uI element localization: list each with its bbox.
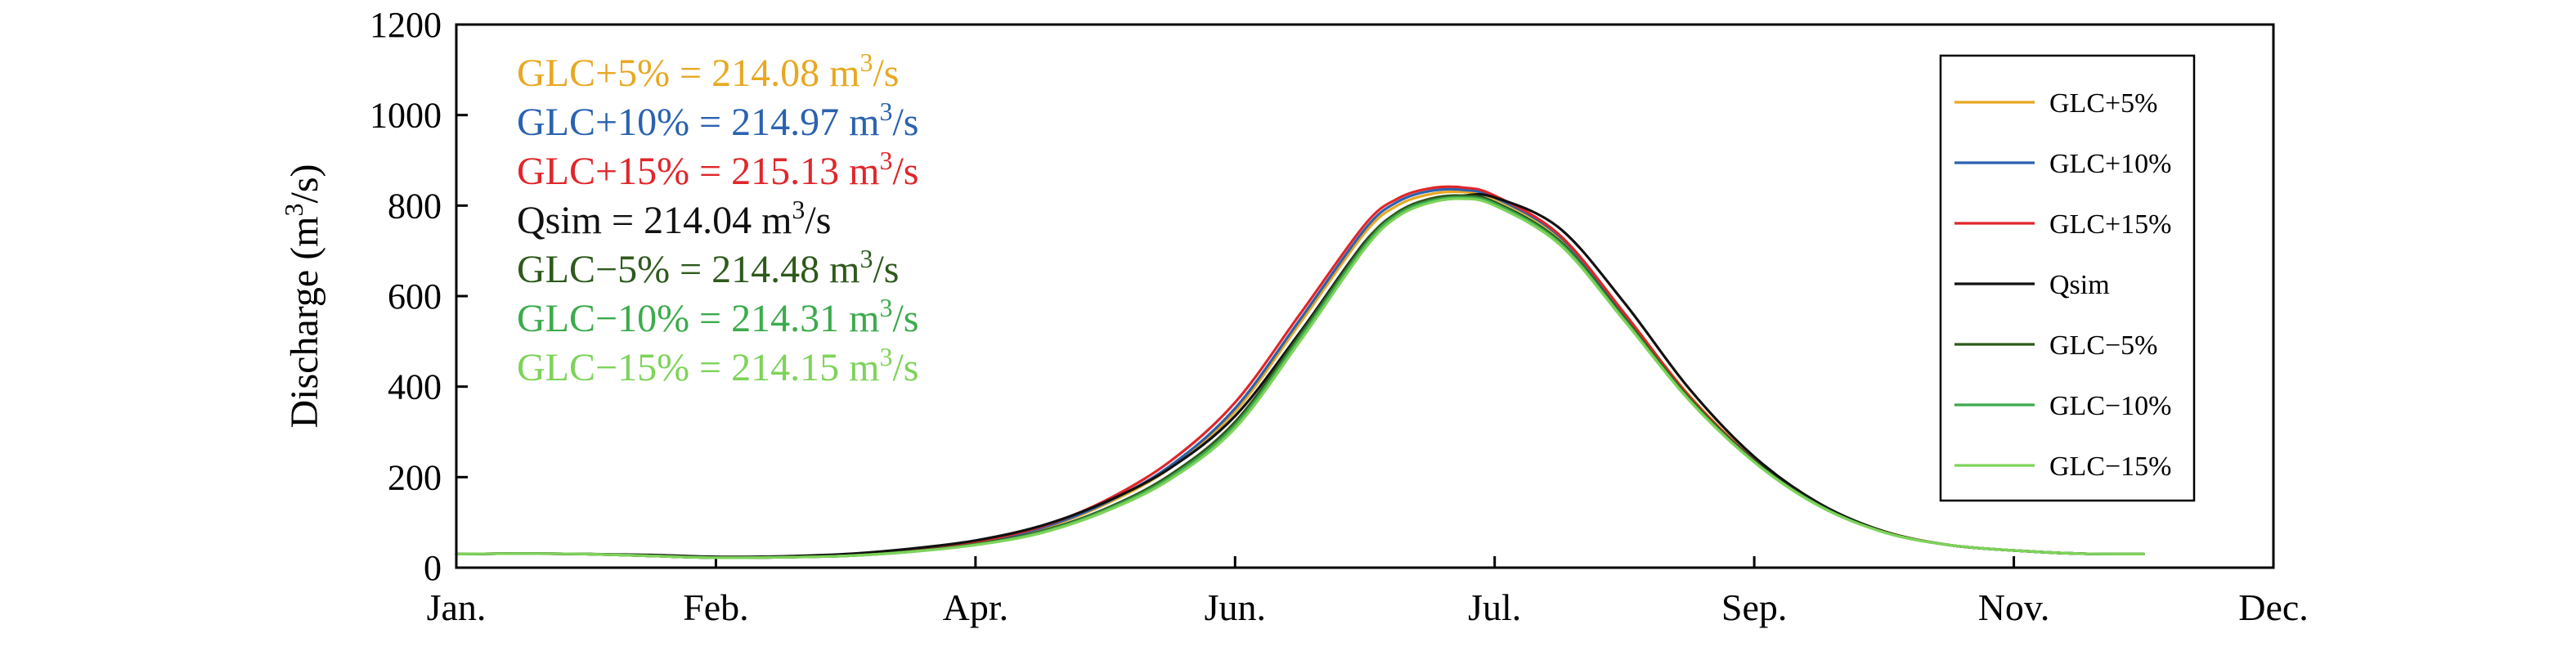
- series-lines: [455, 185, 2145, 559]
- annotation-line: Qsim = 214.04 m3/s: [517, 195, 831, 242]
- y-axis-label: Discharge (m3/s): [279, 164, 326, 428]
- annotation-line: GLC−15% = 214.15 m3/s: [517, 342, 918, 389]
- y-tick-label: 0: [424, 548, 442, 588]
- y-tick-label: 1200: [370, 5, 442, 45]
- legend-label: GLC−15%: [2049, 452, 2172, 482]
- annotation-line: GLC+5% = 214.08 m3/s: [517, 47, 899, 95]
- x-tick-label: Jan.: [427, 586, 487, 628]
- x-axis-ticks: Jan. Feb. Apr. Jun. Jul. Sep. Nov. Dec.: [427, 556, 2309, 628]
- y-tick-label: 800: [388, 186, 442, 226]
- x-tick-label: Sep.: [1721, 586, 1788, 628]
- legend-label: GLC−10%: [2049, 391, 2172, 421]
- legend-box: [1939, 54, 2196, 502]
- y-tick-label: 200: [388, 457, 442, 497]
- legend-label: GLC−5%: [2049, 330, 2158, 361]
- series-line-glc-15-: [455, 197, 2145, 559]
- x-tick-label: Nov.: [1978, 586, 2050, 628]
- annotation-line: GLC−5% = 214.48 m3/s: [517, 244, 899, 291]
- annotation-line: GLC+15% = 215.13 m3/s: [517, 146, 918, 193]
- legend-label: GLC+10%: [2049, 149, 2172, 179]
- y-tick-label: 1000: [370, 96, 442, 136]
- legend-label: GLC+15%: [2049, 209, 2172, 240]
- y-axis-ticks: 0 200 400 600 800 1000 1200: [370, 5, 468, 588]
- plot-frame: [455, 23, 2275, 569]
- x-tick-label: Jun.: [1205, 586, 1266, 628]
- y-tick-label: 400: [388, 367, 442, 407]
- legend-label: Qsim: [2049, 270, 2110, 300]
- y-tick-label: 600: [388, 276, 442, 317]
- x-tick-label: Feb.: [683, 586, 749, 628]
- y-axis-label-group: Discharge (m3/s): [279, 164, 326, 428]
- x-tick-label: Jul.: [1468, 586, 1521, 628]
- legend: GLC+5% GLC+10% GLC+15% Qsim GLC−5% GLC−10% GLC…: [1939, 54, 2196, 502]
- legend-label: GLC+5%: [2049, 88, 2158, 119]
- x-tick-label: Apr.: [943, 586, 1009, 628]
- x-tick-label: Dec.: [2238, 586, 2309, 628]
- annotation-line: GLC+10% = 214.97 m3/s: [517, 97, 918, 144]
- annotation-line: GLC−10% = 214.31 m3/s: [517, 293, 918, 340]
